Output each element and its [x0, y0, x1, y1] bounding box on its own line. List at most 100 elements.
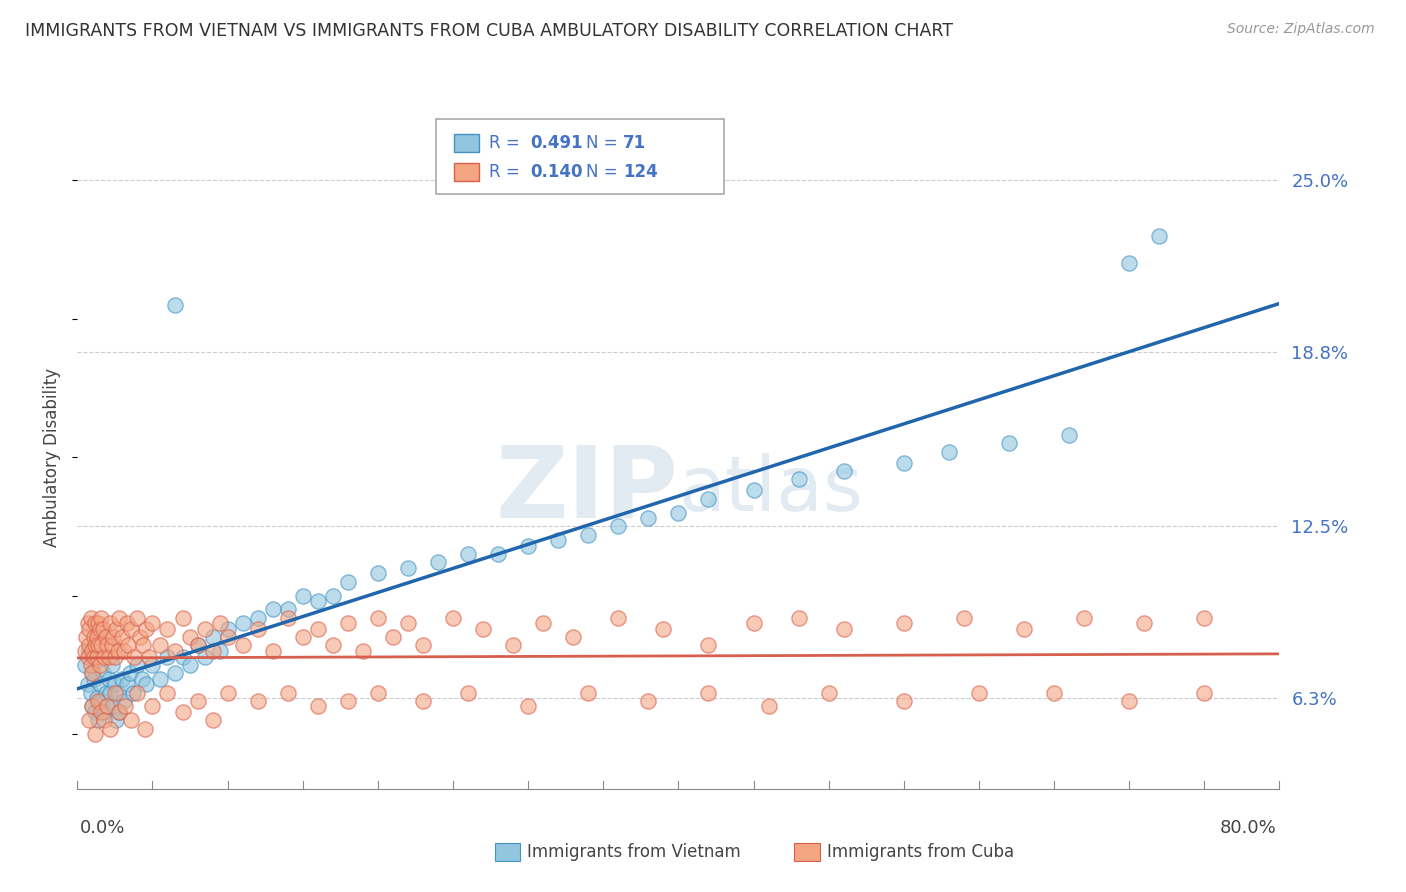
Point: [502, 639, 524, 653]
Point: [163, 644, 186, 658]
Point: [938, 444, 960, 458]
Point: [172, 611, 194, 625]
Point: [127, 611, 149, 625]
Point: [105, 713, 128, 727]
Point: [97, 672, 120, 686]
Point: [86, 630, 108, 644]
Point: [367, 566, 389, 581]
Point: [82, 699, 104, 714]
Y-axis label: Ambulatory Disability: Ambulatory Disability: [44, 368, 62, 547]
Point: [787, 472, 810, 486]
Point: [90, 639, 112, 653]
Point: [108, 611, 131, 625]
Point: [367, 685, 389, 699]
Point: [246, 611, 269, 625]
Point: [90, 694, 112, 708]
Point: [246, 694, 269, 708]
Point: [76, 677, 98, 691]
Point: [112, 644, 135, 658]
Point: [697, 685, 720, 699]
Point: [817, 685, 839, 699]
Point: [112, 694, 135, 708]
Point: [1194, 611, 1216, 625]
Point: [187, 694, 209, 708]
Point: [576, 527, 599, 541]
Text: 71: 71: [623, 134, 645, 152]
Point: [1118, 694, 1140, 708]
Point: [232, 616, 254, 631]
Point: [232, 639, 254, 653]
Point: [122, 685, 145, 699]
Point: [201, 713, 224, 727]
Point: [82, 699, 104, 714]
Point: [93, 705, 115, 719]
Point: [86, 691, 108, 706]
Point: [90, 705, 112, 719]
Point: [115, 677, 138, 691]
Point: [101, 657, 124, 672]
Point: [396, 616, 419, 631]
Point: [104, 685, 127, 699]
Point: [118, 666, 141, 681]
Point: [1057, 428, 1080, 442]
Point: [120, 622, 142, 636]
Point: [101, 639, 124, 653]
Point: [76, 616, 98, 631]
Point: [517, 699, 540, 714]
Point: [87, 713, 110, 727]
Point: [91, 622, 114, 636]
Point: [115, 616, 138, 631]
Point: [138, 649, 160, 664]
Text: Source: ZipAtlas.com: Source: ZipAtlas.com: [1227, 22, 1375, 37]
Point: [217, 685, 239, 699]
Point: [217, 622, 239, 636]
Point: [79, 644, 101, 658]
Point: [149, 672, 172, 686]
Text: 80.0%: 80.0%: [1220, 819, 1277, 837]
Point: [156, 685, 179, 699]
Point: [100, 685, 122, 699]
Point: [742, 483, 765, 498]
Point: [73, 644, 96, 658]
Point: [83, 630, 105, 644]
Point: [80, 685, 103, 699]
Point: [103, 630, 125, 644]
Point: [87, 694, 110, 708]
Point: [141, 699, 163, 714]
Text: Immigrants from Vietnam: Immigrants from Vietnam: [527, 843, 741, 861]
Text: Immigrants from Cuba: Immigrants from Cuba: [827, 843, 1014, 861]
Point: [336, 616, 359, 631]
Point: [652, 622, 675, 636]
Point: [277, 602, 299, 616]
Point: [472, 622, 495, 636]
Point: [307, 594, 329, 608]
Point: [89, 657, 111, 672]
Point: [107, 644, 129, 658]
Point: [96, 639, 118, 653]
Point: [668, 506, 690, 520]
Point: [100, 616, 122, 631]
Text: ZIP: ZIP: [495, 442, 679, 539]
Point: [787, 611, 810, 625]
Point: [381, 630, 404, 644]
Point: [134, 722, 156, 736]
Point: [209, 616, 232, 631]
Point: [322, 639, 344, 653]
Point: [149, 639, 172, 653]
Point: [163, 666, 186, 681]
Point: [367, 611, 389, 625]
Point: [396, 561, 419, 575]
Point: [307, 622, 329, 636]
Point: [87, 639, 110, 653]
Point: [87, 616, 110, 631]
Point: [89, 622, 111, 636]
Point: [108, 705, 131, 719]
Point: [90, 611, 112, 625]
Point: [84, 705, 107, 719]
Point: [80, 611, 103, 625]
Point: [562, 630, 585, 644]
Point: [209, 644, 232, 658]
Point: [893, 694, 915, 708]
Point: [697, 639, 720, 653]
Point: [486, 547, 509, 561]
